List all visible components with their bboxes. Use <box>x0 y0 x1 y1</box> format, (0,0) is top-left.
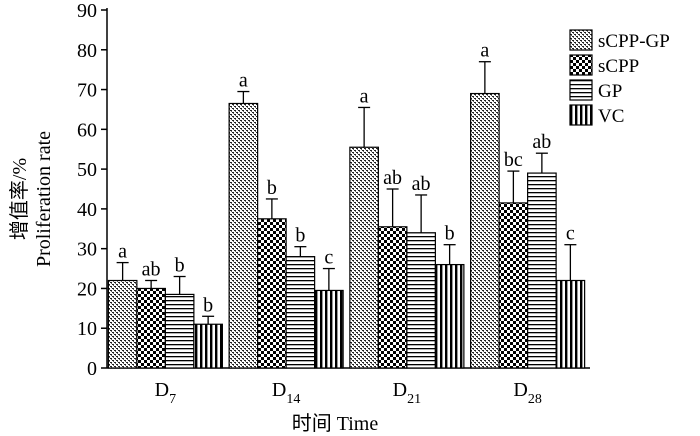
x-tick-label: D21 <box>393 379 421 407</box>
legend-label-vc: VC <box>598 106 624 127</box>
legend-swatch-gp <box>569 79 593 101</box>
significance-label: b <box>445 223 455 245</box>
bar-gp-D21 <box>406 232 436 369</box>
y-tick-label: 40 <box>77 199 97 221</box>
significance-label: c <box>324 247 333 269</box>
legend-label-scpp: sCPP <box>598 56 639 77</box>
bar-scpp-gp-D21 <box>349 146 379 369</box>
bar-scpp-D7 <box>136 287 166 369</box>
y-tick-label: 30 <box>77 239 97 261</box>
significance-label: ab <box>532 131 551 153</box>
bar-scpp-gp-D28 <box>470 92 500 369</box>
x-tick-label: D7 <box>155 379 176 407</box>
bar-gp-D7 <box>164 293 195 369</box>
x-axis-title: 时间 Time <box>292 412 379 435</box>
significance-label: b <box>203 294 213 316</box>
legend-swatch-scpp <box>569 54 593 76</box>
legend-label-gp: GP <box>598 81 622 102</box>
significance-label: ab <box>142 258 161 280</box>
significance-label: c <box>566 223 575 245</box>
y-tick-label: 50 <box>77 159 97 181</box>
bar-gp-D28 <box>527 172 557 369</box>
x-tick-label: D14 <box>272 379 300 407</box>
y-tick-label: 60 <box>77 119 97 141</box>
bar-vc-D14 <box>314 289 344 369</box>
significance-label: bc <box>504 149 523 171</box>
significance-label: a <box>239 70 248 92</box>
significance-label: a <box>360 85 369 107</box>
y-axis-title-en: Proliferation rate <box>33 131 55 267</box>
y-tick-label: 90 <box>77 0 97 22</box>
x-tick-label: D28 <box>513 379 541 407</box>
legend-label-scpp-gp: sCPP-GP <box>598 31 670 52</box>
significance-label: ab <box>383 167 402 189</box>
bar-scpp-gp-D14 <box>228 102 259 369</box>
significance-label: b <box>175 255 185 277</box>
y-tick-label: 20 <box>77 278 97 300</box>
significance-label: a <box>118 241 127 263</box>
bar-gp-D14 <box>285 256 316 369</box>
bar-scpp-D14 <box>257 218 287 369</box>
significance-label: a <box>480 40 489 62</box>
bars <box>107 61 586 369</box>
bar-scpp-D21 <box>377 226 408 369</box>
axes: 0 10 20 30 40 50 60 70 80 90 增值率/% Proliferation ra… <box>8 0 590 435</box>
significance-label: ab <box>412 173 431 195</box>
significance-label: b <box>267 177 277 199</box>
legend: sCPP-GP sCPP GP VC <box>569 29 670 127</box>
y-axis-title-cn: 增值率/% <box>8 158 31 240</box>
y-tick-label: 0 <box>87 358 97 380</box>
bar-vc-D7 <box>193 323 223 369</box>
bar-vc-D21 <box>434 263 465 369</box>
legend-swatch-vc <box>569 104 593 126</box>
bar-scpp-gp-D7 <box>107 279 138 369</box>
legend-swatch-scpp-gp <box>569 29 593 51</box>
y-tick-label: 80 <box>77 40 97 62</box>
bar-scpp-D28 <box>498 202 529 369</box>
y-tick-label: 70 <box>77 80 97 102</box>
bar-vc-D28 <box>555 279 586 369</box>
significance-label: b <box>295 225 305 247</box>
y-tick-label: 10 <box>77 318 97 340</box>
